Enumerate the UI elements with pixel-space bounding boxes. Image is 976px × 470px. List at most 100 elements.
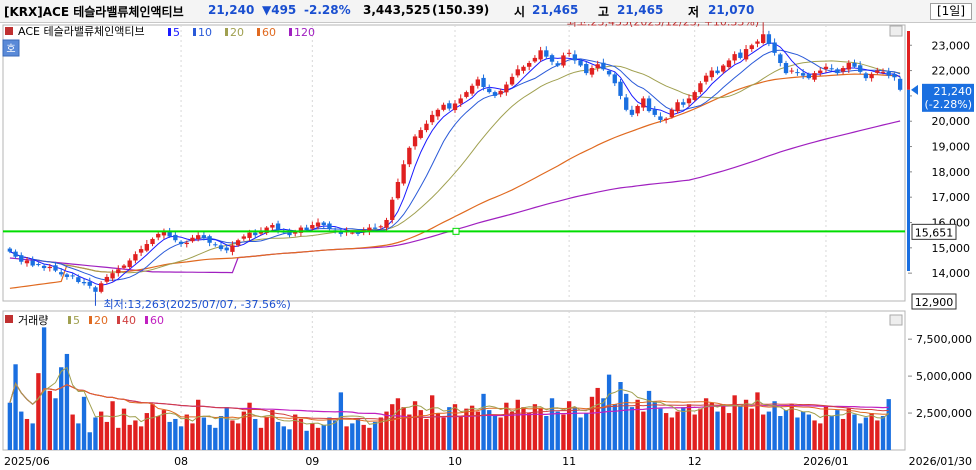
candle — [121, 265, 127, 268]
candle — [561, 55, 566, 66]
volume-bar — [703, 398, 709, 450]
candlestick-chart[interactable]: 23,00022,00021,00020,00019,00018,00017,0… — [0, 22, 976, 470]
candle — [635, 106, 640, 114]
candle — [686, 98, 692, 104]
candle — [275, 223, 281, 231]
volume-bar — [332, 420, 338, 450]
volume-bar — [447, 407, 452, 450]
candle — [681, 102, 686, 105]
candle — [150, 238, 155, 245]
volume-bar — [361, 424, 366, 450]
candle — [663, 118, 669, 120]
volume-bar — [755, 392, 760, 450]
candle — [378, 226, 383, 228]
low-label: 저 — [688, 5, 700, 19]
candle — [87, 281, 92, 286]
candle — [304, 227, 309, 231]
volume-bar — [698, 408, 703, 450]
legend-ma-marker — [257, 28, 260, 36]
candle — [241, 236, 247, 239]
volume-bar — [196, 399, 201, 450]
candle — [698, 83, 703, 93]
volume-bar — [235, 423, 241, 450]
candle — [612, 74, 617, 84]
y-tick-label: 18,000 — [932, 166, 971, 179]
candle — [606, 70, 612, 75]
legend-ma-120: 120 — [294, 26, 315, 39]
volume-bar — [218, 416, 224, 450]
volume-bar — [726, 413, 732, 450]
candle — [315, 222, 321, 227]
candle — [190, 237, 195, 242]
volume-legend-ma-marker — [145, 316, 148, 324]
ma10-line — [9, 49, 901, 281]
candle — [886, 71, 891, 76]
candle — [447, 103, 452, 109]
volume-bar — [464, 408, 469, 450]
volume-bar — [515, 399, 520, 450]
candle — [138, 249, 144, 253]
candle — [818, 70, 823, 74]
candle — [441, 104, 446, 110]
volume-y-tick-label: 5,000,000 — [916, 370, 972, 383]
candle — [772, 42, 777, 53]
volume-bar — [532, 404, 538, 450]
candle — [464, 92, 469, 97]
candle — [213, 244, 218, 246]
volume-bar — [675, 411, 680, 450]
candle — [652, 109, 657, 115]
volume-bar — [281, 426, 286, 450]
volume-legend-ma-marker — [117, 316, 120, 324]
volume-bar — [509, 411, 515, 450]
legend-ma-20: 20 — [230, 26, 244, 39]
volume-bar — [761, 414, 766, 450]
volume-bar — [709, 402, 714, 450]
current-price-arrow — [911, 84, 918, 95]
volume-bar — [287, 429, 292, 450]
volume-bar — [652, 401, 657, 450]
panel-menu-button — [889, 25, 903, 37]
volume-bar — [435, 413, 441, 450]
volume-bar — [487, 410, 492, 450]
volume-bar — [812, 420, 817, 450]
candle — [880, 71, 886, 73]
price-panel — [2, 24, 906, 302]
candle — [806, 74, 812, 79]
volume-bar — [315, 427, 321, 450]
volume-y-tick-label: 2,500,000 — [916, 407, 972, 420]
candle — [738, 52, 743, 58]
candle — [367, 227, 372, 232]
candle — [127, 260, 132, 268]
volume-bar — [424, 418, 429, 450]
period-button[interactable]: [1일] — [930, 3, 972, 20]
volume-bar — [880, 416, 886, 450]
volume-bar — [230, 420, 235, 450]
x-tick-label: 2025/06 — [4, 455, 50, 468]
volume-bar — [47, 390, 52, 450]
candle — [789, 70, 794, 72]
candle — [823, 66, 829, 70]
candle — [572, 54, 578, 61]
volume-bar — [572, 407, 578, 450]
volume-bar — [247, 402, 252, 450]
candle — [24, 260, 30, 264]
volume-bar — [618, 382, 623, 450]
candle — [532, 57, 538, 62]
candle — [749, 45, 754, 50]
volume-bar — [578, 417, 583, 450]
candle — [218, 245, 224, 250]
volume-bar — [213, 427, 218, 450]
volume-bar — [104, 421, 110, 450]
candle — [778, 54, 783, 63]
candle — [230, 245, 235, 252]
candle — [144, 244, 149, 251]
volume-bar — [270, 410, 275, 450]
volume-bar — [384, 411, 389, 450]
x-tick-label: 08 — [174, 455, 188, 468]
candle — [566, 52, 572, 54]
volume-bar — [549, 398, 555, 450]
volume-bar — [840, 418, 846, 450]
volume-bar — [367, 427, 372, 450]
volume-bar — [835, 410, 840, 450]
volume-bar — [561, 414, 566, 450]
